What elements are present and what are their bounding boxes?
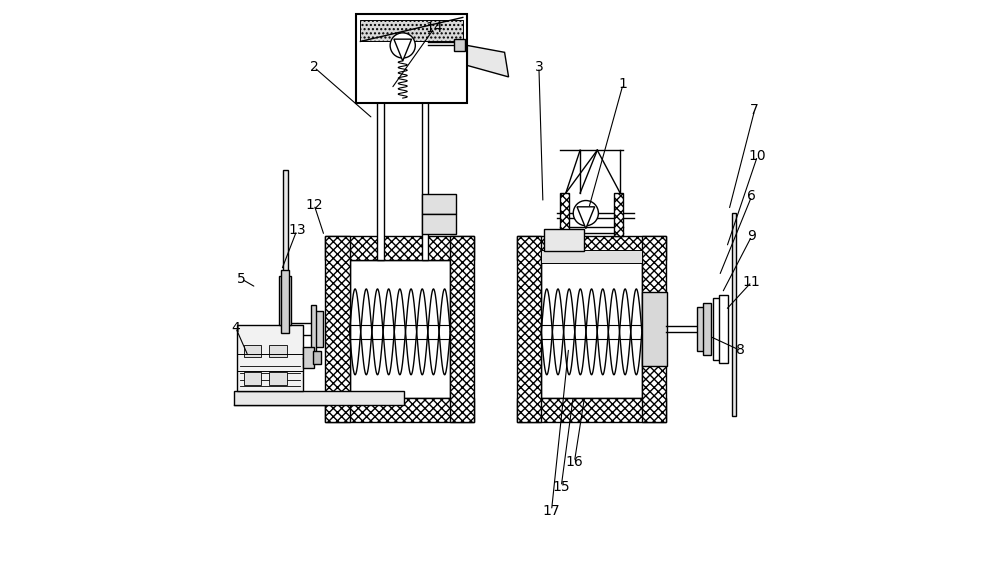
Bar — [360, 20, 463, 41]
Bar — [541, 260, 642, 398]
Bar — [517, 398, 666, 422]
Text: 17: 17 — [543, 504, 560, 518]
Bar — [350, 260, 450, 398]
Bar — [642, 292, 667, 366]
Bar — [325, 398, 474, 422]
Bar — [269, 372, 287, 385]
Bar — [325, 236, 350, 422]
Text: 7: 7 — [750, 103, 759, 117]
Bar — [422, 14, 428, 260]
Text: 11: 11 — [743, 275, 761, 289]
Bar — [303, 347, 314, 368]
Bar — [377, 14, 384, 260]
Text: 1: 1 — [619, 78, 627, 91]
Text: 5: 5 — [237, 272, 246, 286]
Text: 15: 15 — [552, 480, 570, 493]
Text: 4: 4 — [231, 320, 240, 335]
Bar — [614, 193, 623, 236]
Bar — [703, 303, 711, 355]
Text: 13: 13 — [288, 223, 306, 237]
Polygon shape — [394, 39, 412, 61]
Text: 6: 6 — [747, 189, 756, 203]
Bar — [544, 229, 584, 251]
Polygon shape — [467, 45, 509, 77]
Bar — [541, 250, 642, 263]
Bar — [517, 236, 666, 260]
Text: 9: 9 — [747, 229, 756, 243]
Bar — [450, 236, 474, 422]
Bar — [315, 310, 323, 347]
Bar — [237, 325, 303, 390]
Bar — [313, 351, 321, 365]
Bar — [517, 236, 541, 422]
Polygon shape — [577, 207, 595, 228]
Circle shape — [573, 201, 598, 226]
Text: 10: 10 — [749, 149, 766, 163]
Bar — [311, 305, 316, 353]
Text: 14: 14 — [425, 21, 443, 35]
Bar — [642, 236, 666, 422]
Bar — [283, 170, 288, 353]
Text: 12: 12 — [305, 198, 323, 212]
Bar — [281, 270, 289, 334]
Bar — [279, 276, 291, 325]
Bar — [244, 345, 261, 357]
Bar — [356, 14, 467, 103]
Text: 3: 3 — [535, 60, 543, 74]
Bar — [732, 213, 736, 416]
Bar — [719, 294, 728, 363]
Bar — [325, 236, 474, 260]
Circle shape — [390, 33, 415, 58]
Bar — [244, 372, 261, 385]
Bar — [422, 214, 456, 234]
Bar — [454, 39, 465, 51]
Bar — [697, 307, 705, 351]
Bar — [422, 194, 456, 214]
Bar — [234, 390, 404, 405]
Bar — [269, 345, 287, 357]
Text: 16: 16 — [566, 455, 583, 469]
Bar — [560, 193, 569, 236]
Text: 2: 2 — [310, 60, 318, 74]
Bar — [713, 297, 722, 361]
Text: 8: 8 — [736, 343, 745, 358]
